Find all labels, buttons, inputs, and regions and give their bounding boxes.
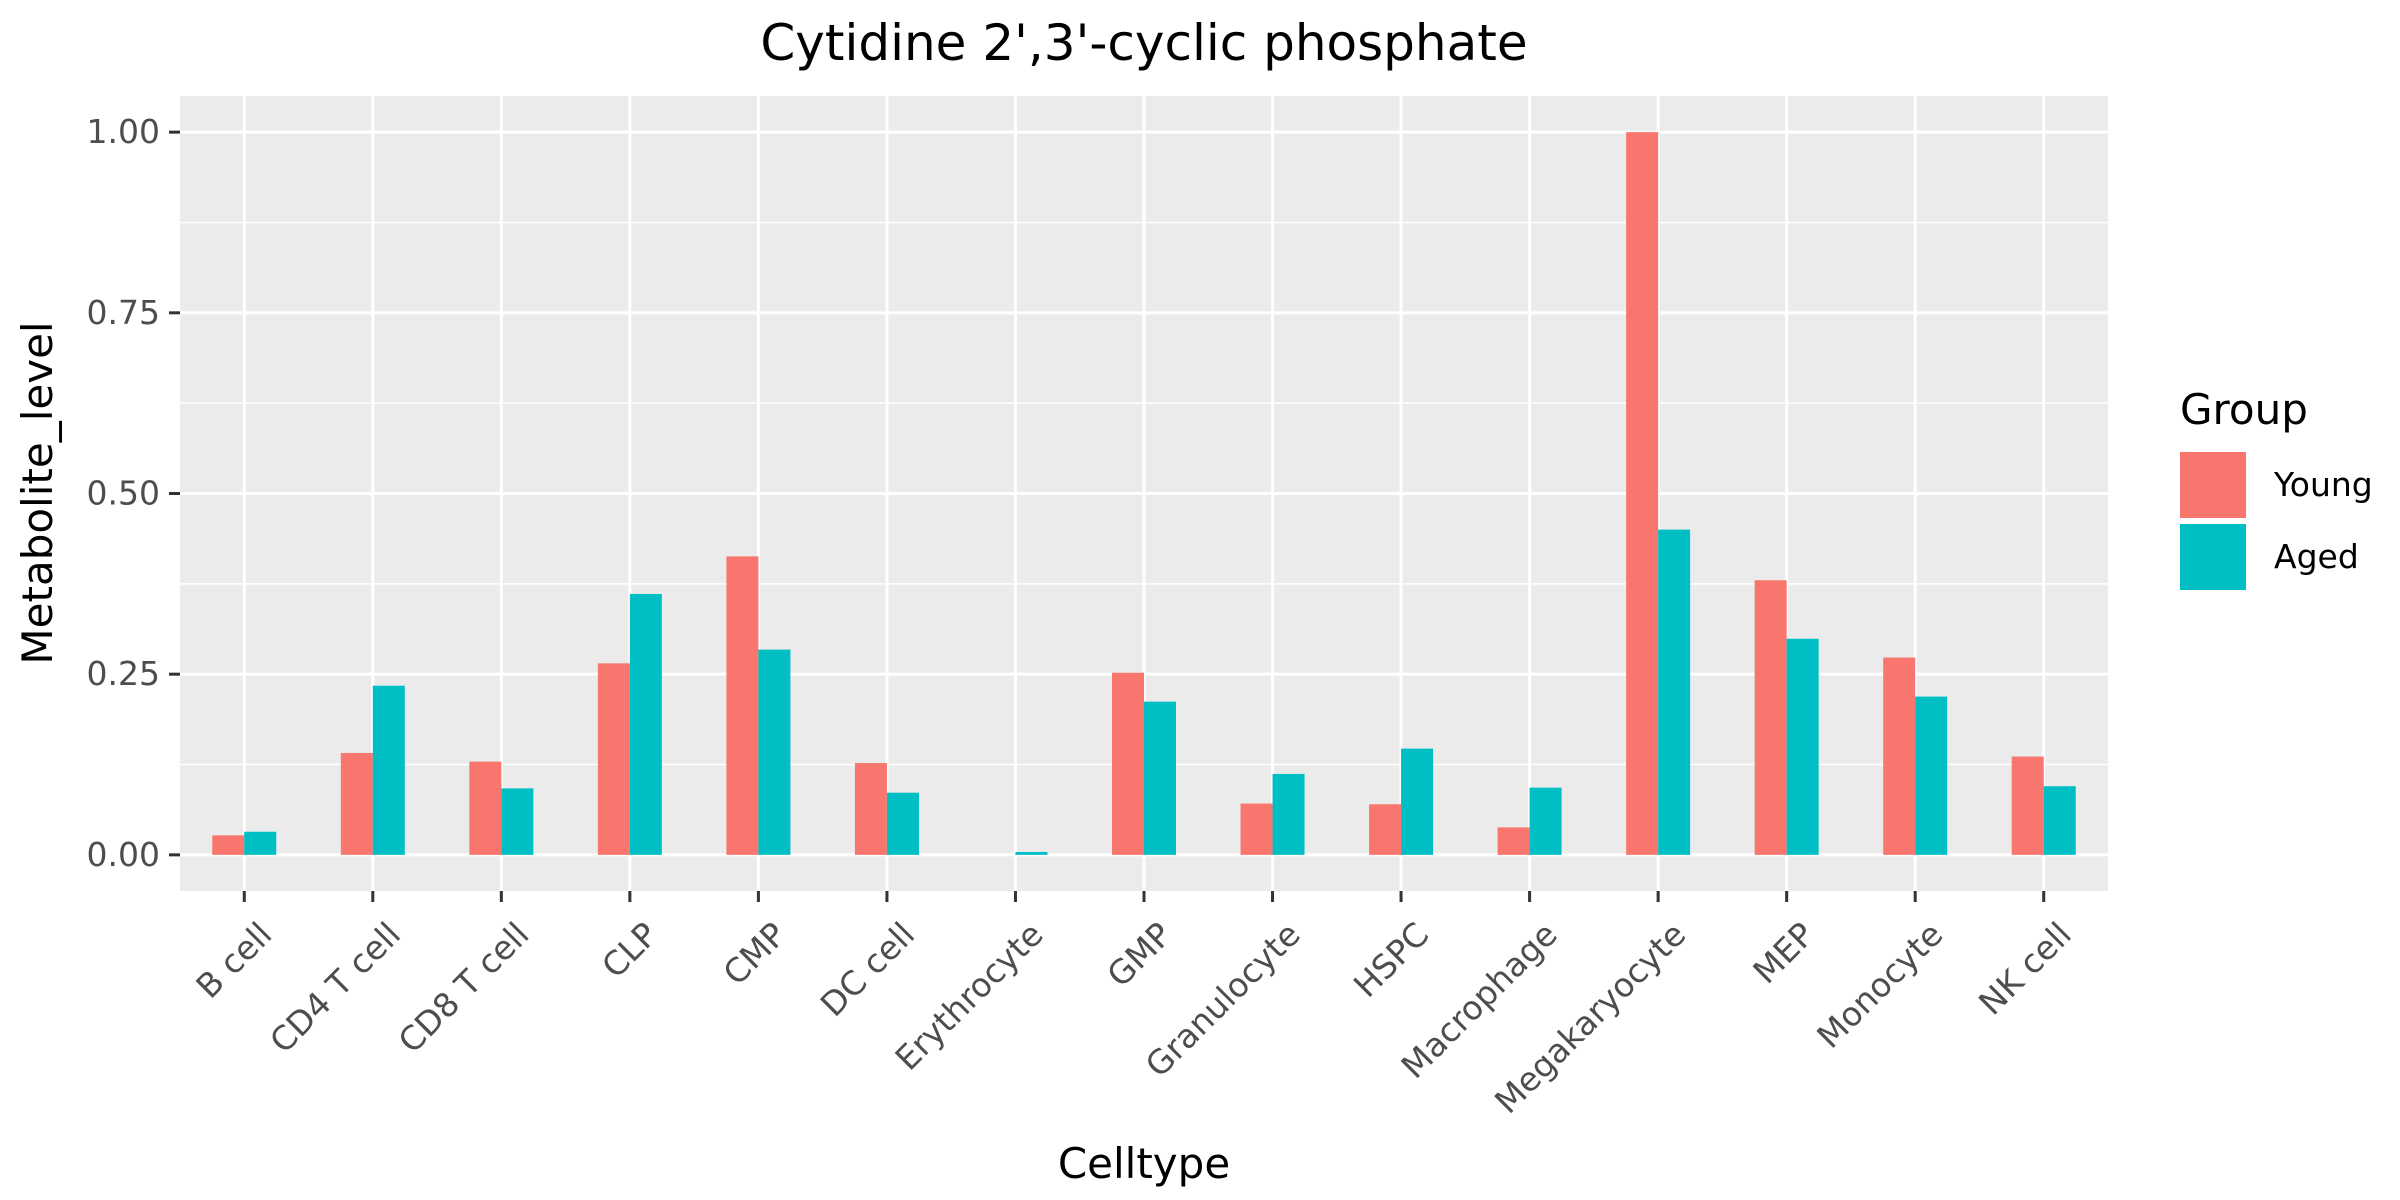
x-tick-label: B cell: [188, 915, 279, 1006]
bar-young-clp: [597, 663, 630, 855]
x-tick-label: MEP: [1745, 915, 1822, 992]
x-tick-label: CD4 T cell: [262, 915, 408, 1061]
legend-title: Group: [2180, 385, 2308, 434]
bar-aged-nk-cell: [2043, 786, 2076, 855]
legend-key-aged: [2180, 524, 2246, 590]
bar-aged-b-cell: [244, 831, 277, 855]
y-tick-label: 0.50: [87, 474, 160, 513]
bar-aged-megakaryocyte: [1658, 529, 1691, 855]
x-axis-title: Celltype: [1058, 1139, 1230, 1188]
chart-title: Cytidine 2',3'-cyclic phosphate: [760, 14, 1527, 72]
bar-aged-monocyte: [1915, 696, 1948, 855]
bar-aged-clp: [629, 593, 662, 855]
x-tick-label: GMP: [1099, 915, 1179, 995]
x-tick-label: CD8 T cell: [391, 915, 537, 1061]
bar-young-megakaryocyte: [1626, 132, 1659, 855]
bar-young-mep: [1754, 580, 1787, 855]
legend-label-aged: Aged: [2274, 537, 2359, 576]
y-tick-label: 0.25: [87, 654, 160, 693]
x-tick-label: Monocyte: [1809, 915, 1950, 1056]
bar-young-granulocyte: [1240, 803, 1273, 855]
bar-young-macrophage: [1497, 827, 1530, 855]
legend-key-young: [2180, 452, 2246, 518]
legend: Group Young Aged: [2180, 385, 2373, 590]
x-tick-label: NK cell: [1971, 915, 2079, 1023]
x-tick-label: CMP: [716, 915, 794, 993]
bar-young-cmp: [726, 556, 759, 855]
bar-young-nk-cell: [2011, 756, 2044, 855]
bar-aged-hspc: [1401, 748, 1434, 855]
bar-young-cd4-t-cell: [340, 752, 373, 855]
x-tick-label: HSPC: [1346, 915, 1436, 1005]
legend-label-young: Young: [2273, 465, 2373, 504]
plot-panel: [180, 96, 2108, 891]
bar-aged-macrophage: [1529, 787, 1562, 855]
bar-young-hspc: [1369, 804, 1402, 855]
y-axis-title: Metabolite_level: [13, 321, 62, 664]
y-tick-label: 0.00: [87, 835, 160, 874]
bar-aged-cd4-t-cell: [372, 685, 405, 855]
x-tick-label: DC cell: [813, 915, 922, 1024]
bar-aged-mep: [1786, 638, 1819, 855]
bar-aged-erythrocyte: [1015, 851, 1048, 855]
bar-aged-dc-cell: [886, 792, 919, 855]
bar-young-monocyte: [1883, 657, 1916, 855]
bar-young-b-cell: [212, 835, 245, 855]
x-tick-label: CLP: [594, 915, 665, 986]
y-tick-label: 0.75: [87, 293, 160, 332]
bar-young-dc-cell: [854, 763, 887, 855]
bar-aged-gmp: [1144, 701, 1176, 855]
bar-aged-granulocyte: [1272, 773, 1305, 855]
y-tick-label: 1.00: [87, 112, 160, 151]
bar-young-cd8-t-cell: [469, 761, 502, 855]
y-axis: 0.00 0.25 0.50 0.75 1.00: [87, 112, 180, 874]
bar-aged-cmp: [758, 649, 791, 855]
bar-aged-cd8-t-cell: [501, 788, 534, 855]
bar-young-gmp: [1112, 672, 1144, 855]
